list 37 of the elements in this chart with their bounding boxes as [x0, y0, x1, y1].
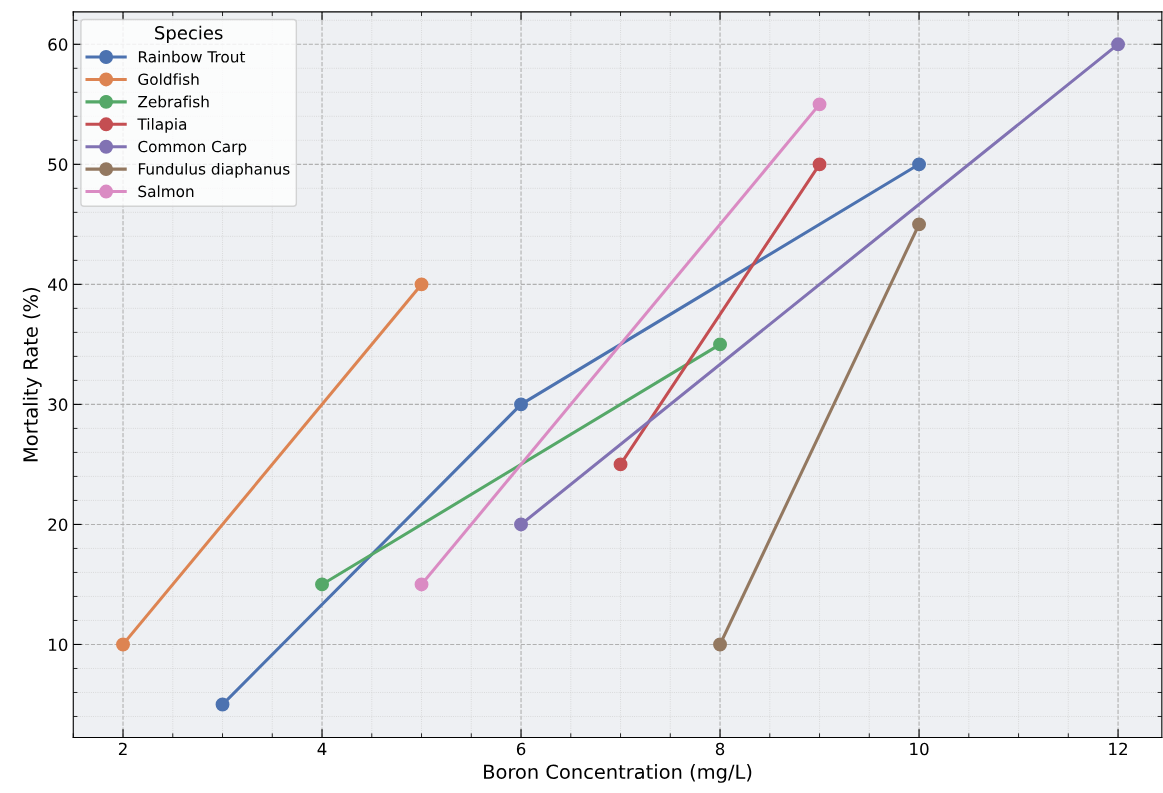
- y-tick-label: 30: [48, 398, 68, 411]
- point: [116, 637, 130, 652]
- x-axis-title: Boron Concentration (mg/L): [484, 764, 752, 783]
- x-tick-label: 6: [516, 742, 526, 756]
- x-tick-label: 4: [317, 742, 327, 756]
- legend-title: Species: [155, 25, 223, 44]
- y-tick-label: 60: [48, 38, 68, 51]
- legend-label: Goldfish: [138, 73, 199, 86]
- point: [613, 457, 628, 472]
- point: [315, 577, 329, 592]
- point: [414, 577, 429, 592]
- point: [812, 157, 827, 172]
- y-axis-title: Mortality Rate (%): [22, 288, 42, 462]
- point: [414, 277, 429, 292]
- y-tick-label: 10: [49, 638, 68, 652]
- point: [713, 637, 727, 652]
- point: [812, 97, 827, 112]
- point: [1111, 37, 1126, 52]
- y-tick-label: 20: [48, 518, 68, 531]
- x-tick-label: 12: [1109, 742, 1127, 756]
- legend-label: Fundulus diaphanus: [138, 162, 290, 178]
- x-tick-label: 10: [910, 742, 929, 756]
- point: [514, 397, 528, 412]
- x-tick-label: 2: [118, 742, 127, 756]
- y-tick-label: 40: [48, 278, 68, 291]
- point: [215, 697, 230, 712]
- legend-label: Zebrafish: [138, 95, 209, 108]
- y-tick-label: 50: [48, 158, 68, 171]
- point: [912, 217, 926, 232]
- legend-label: Tilapia: [137, 118, 187, 133]
- point: [514, 517, 528, 532]
- legend-label: Salmon: [138, 185, 194, 198]
- legend-label: Rainbow Trout: [138, 50, 246, 63]
- point: [912, 157, 926, 172]
- x-tick-label: 8: [715, 742, 725, 756]
- legend-label: Common Carp: [138, 140, 247, 156]
- point: [713, 337, 727, 352]
